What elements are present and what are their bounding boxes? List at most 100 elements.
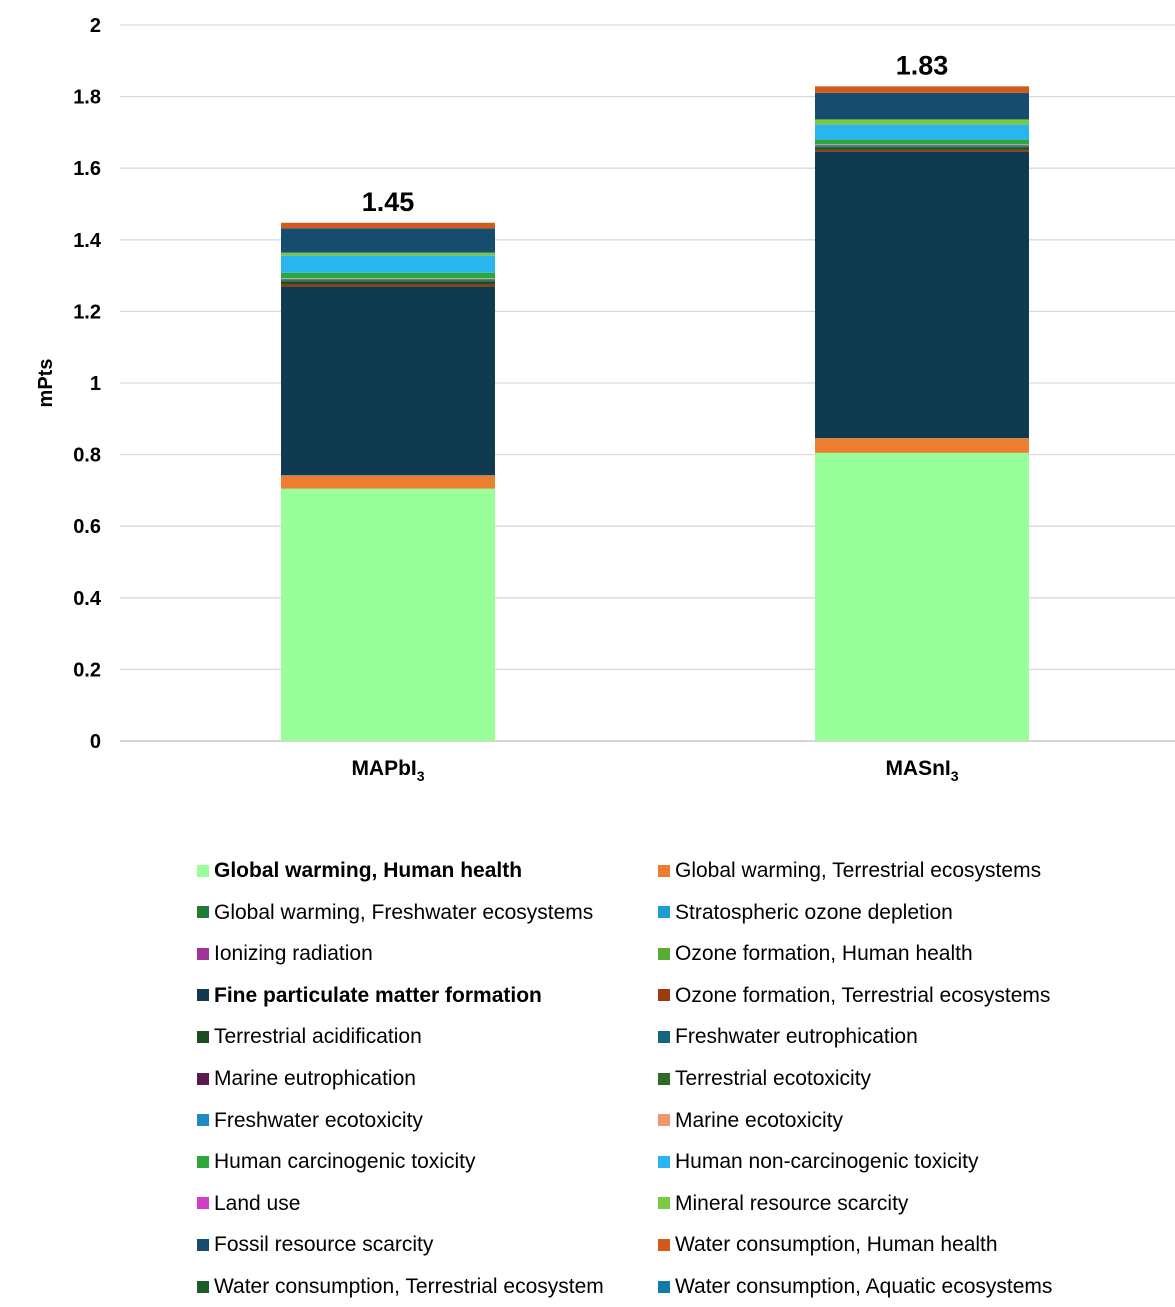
bar-segment — [815, 144, 1029, 145]
bar-segment — [815, 125, 1029, 140]
bar-segment — [281, 278, 495, 279]
bar-segment — [281, 280, 495, 281]
legend-item: Marine ecotoxicity — [658, 1100, 843, 1141]
y-tick-label: 1.2 — [73, 301, 101, 323]
legend-swatch — [197, 1281, 209, 1293]
legend-swatch — [658, 865, 670, 877]
legend-swatch — [658, 989, 670, 1001]
y-tick-label: 0.8 — [73, 445, 101, 467]
x-category-label: MAPbI3 — [351, 757, 424, 784]
bar-segment — [281, 223, 495, 228]
y-tick-label: 1.4 — [73, 230, 102, 252]
y-axis-label: mPts — [35, 359, 57, 408]
legend-swatch — [658, 1281, 670, 1293]
legend-label: Global warming, Freshwater ecosystems — [214, 892, 593, 933]
legend-swatch — [658, 1114, 670, 1126]
bar-segment — [815, 438, 1029, 452]
legend-item: Global warming, Human health — [197, 850, 522, 891]
legend-swatch — [658, 1197, 670, 1209]
y-tick-label: 0 — [90, 731, 101, 753]
bar-segment — [281, 287, 495, 476]
y-tick-label: 0.4 — [73, 588, 102, 610]
legend-label: Human non-carcinogenic toxicity — [675, 1141, 978, 1182]
legend-swatch — [197, 989, 209, 1001]
bar-segment — [815, 147, 1029, 148]
legend-swatch — [197, 865, 209, 877]
bar-segment — [281, 256, 495, 273]
legend-item: Mineral resource scarcity — [658, 1183, 908, 1224]
legend-label: Freshwater ecotoxicity — [214, 1100, 423, 1141]
legend-label: Marine ecotoxicity — [675, 1100, 843, 1141]
y-tick-label: 2 — [90, 15, 101, 37]
stacked-bar-chart: 00.20.40.60.811.21.41.61.82 1.451.83 MAP… — [0, 0, 1175, 830]
legend-label: Global warming, Human health — [214, 850, 522, 891]
legend-label: Stratospheric ozone depletion — [675, 892, 953, 933]
bar-segment — [281, 228, 495, 252]
legend-label: Marine eutrophication — [214, 1058, 416, 1099]
legend-swatch — [658, 1156, 670, 1168]
legend-label: Ionizing radiation — [214, 933, 373, 974]
legend-label: Terrestrial ecotoxicity — [675, 1058, 871, 1099]
legend-label: Fine particulate matter formation — [214, 975, 542, 1016]
legend-item: Human non-carcinogenic toxicity — [658, 1141, 978, 1182]
legend-label: Ozone formation, Terrestrial ecosystems — [675, 975, 1050, 1016]
total-label: 1.45 — [362, 187, 415, 217]
legend-item: Freshwater eutrophication — [658, 1016, 918, 1057]
bar-segment — [815, 147, 1029, 150]
bars — [281, 86, 1029, 741]
bar-stack — [281, 223, 495, 741]
legend-swatch — [658, 1073, 670, 1085]
legend-label: Fossil resource scarcity — [214, 1224, 433, 1265]
legend-swatch — [197, 906, 209, 918]
y-axis-ticks: 00.20.40.60.811.21.41.61.82 — [73, 15, 102, 753]
legend-swatch — [197, 1031, 209, 1043]
y-tick-label: 0.2 — [73, 659, 101, 681]
legend-item: Ozone formation, Human health — [658, 933, 973, 974]
legend-item: Ozone formation, Terrestrial ecosystems — [658, 975, 1050, 1016]
bar-segment — [815, 93, 1029, 119]
bar-segment — [281, 279, 495, 280]
legend-item: Stratospheric ozone depletion — [658, 892, 953, 933]
bar-segment — [281, 281, 495, 284]
legend-item: Land use — [197, 1183, 300, 1224]
legend-swatch — [197, 1073, 209, 1085]
y-tick-label: 1.8 — [73, 87, 101, 109]
legend-item: Global warming, Terrestrial ecosystems — [658, 850, 1041, 891]
legend-item: Human carcinogenic toxicity — [197, 1141, 475, 1182]
legend-item: Terrestrial acidification — [197, 1016, 422, 1057]
bar-segment — [815, 86, 1029, 92]
x-category-label: MASnI3 — [885, 757, 958, 784]
total-label: 1.83 — [896, 50, 949, 80]
bar-segment — [281, 253, 495, 256]
legend-item: Fossil resource scarcity — [197, 1224, 433, 1265]
legend-item: Ionizing radiation — [197, 933, 373, 974]
legend-label: Human carcinogenic toxicity — [214, 1141, 475, 1182]
bar-segment — [815, 146, 1029, 147]
legend-swatch — [197, 1156, 209, 1168]
bar-segment — [815, 145, 1029, 146]
legend-label: Global warming, Terrestrial ecosystems — [675, 850, 1041, 891]
legend-swatch — [658, 906, 670, 918]
legend-label: Land use — [214, 1183, 300, 1224]
bar-segment — [815, 119, 1029, 124]
legend-swatch — [197, 1239, 209, 1251]
legend-item: Fine particulate matter formation — [197, 975, 542, 1016]
bar-segment — [815, 150, 1029, 152]
legend-label: Mineral resource scarcity — [675, 1183, 908, 1224]
legend-label: Terrestrial acidification — [214, 1016, 422, 1057]
bar-segment — [815, 152, 1029, 438]
legend-swatch — [658, 1239, 670, 1251]
bar-segment — [281, 489, 495, 741]
legend-swatch — [197, 1197, 209, 1209]
x-axis-categories: MAPbI3 MASnI3 — [351, 757, 958, 784]
legend-item: Marine eutrophication — [197, 1058, 416, 1099]
legend-item: Water consumption, Human health — [658, 1224, 998, 1265]
bar-stack — [815, 86, 1029, 741]
legend-swatch — [658, 1031, 670, 1043]
legend-item: Freshwater ecotoxicity — [197, 1100, 423, 1141]
bar-segment — [815, 140, 1029, 145]
bar-segment — [815, 453, 1029, 741]
legend-swatch — [658, 948, 670, 960]
legend-item: Water consumption, Terrestrial ecosystem — [197, 1266, 604, 1307]
legend-label: Ozone formation, Human health — [675, 933, 973, 974]
